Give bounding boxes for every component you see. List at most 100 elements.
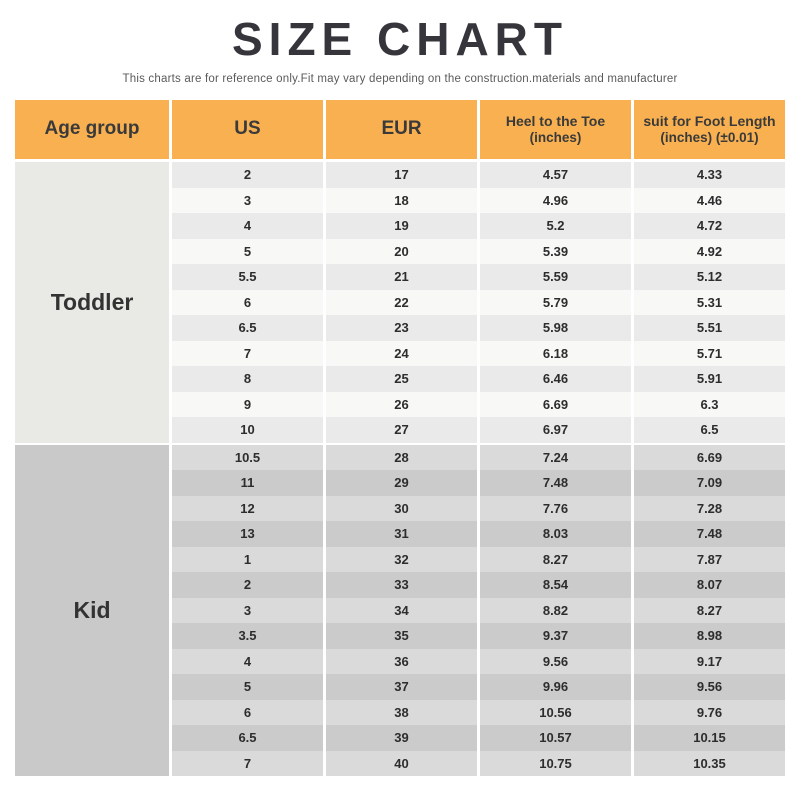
table-cell: 26 xyxy=(323,391,477,417)
table-cell: 34 xyxy=(323,597,477,623)
table-cell: 36 xyxy=(323,648,477,674)
table-cell: 3.5 xyxy=(169,623,323,649)
table-cell: 5.39 xyxy=(477,238,631,264)
table-cell: 23 xyxy=(323,315,477,341)
table-cell: 29 xyxy=(323,470,477,496)
column-header-us: US xyxy=(169,100,323,162)
table-cell: 6.5 xyxy=(169,315,323,341)
column-header-label: EUR xyxy=(381,118,422,140)
table-cell: 2 xyxy=(169,572,323,598)
table-cell: 9.76 xyxy=(631,699,785,725)
table-cell: 6 xyxy=(169,289,323,315)
age-group-cell: Toddler xyxy=(15,162,169,443)
table-cell: 19 xyxy=(323,213,477,239)
table-cell: 5.5 xyxy=(169,264,323,290)
table-cell: 38 xyxy=(323,699,477,725)
table-cell: 8.98 xyxy=(631,623,785,649)
table-cell: 10.75 xyxy=(477,750,631,776)
table-row: 6.5 39 10.57 10.15 xyxy=(15,725,785,751)
table-cell: 9 xyxy=(169,391,323,417)
table-cell: 6.69 xyxy=(477,391,631,417)
table-cell: 7.87 xyxy=(631,546,785,572)
column-header-label: Age group xyxy=(44,118,140,140)
table-cell: 8.07 xyxy=(631,572,785,598)
table-cell: 3 xyxy=(169,187,323,213)
table-cell: 7.48 xyxy=(631,521,785,547)
table-cell: 5.2 xyxy=(477,213,631,239)
table-cell: 7.76 xyxy=(477,495,631,521)
table-cell: 21 xyxy=(323,264,477,290)
table-row: 6 22 5.79 5.31 xyxy=(15,289,785,315)
table-cell: 10.35 xyxy=(631,750,785,776)
table-cell: 11 xyxy=(169,470,323,496)
column-header-eur: EUR xyxy=(323,100,477,162)
page-subtitle: This charts are for reference only.Fit m… xyxy=(122,73,678,85)
table-cell: 8.54 xyxy=(477,572,631,598)
table-cell: 4.33 xyxy=(631,162,785,188)
table-cell: 9.17 xyxy=(631,648,785,674)
table-cell: 4 xyxy=(169,648,323,674)
table-cell: 8.82 xyxy=(477,597,631,623)
table-cell: 27 xyxy=(323,417,477,443)
table-row: 3 18 4.96 4.46 xyxy=(15,187,785,213)
table-cell: 8.27 xyxy=(477,546,631,572)
table-row: 11 29 7.48 7.09 xyxy=(15,470,785,496)
table-row: 5 37 9.96 9.56 xyxy=(15,674,785,700)
table-header: Age group US EUR Heel to the Toe (inches) sui… xyxy=(15,100,785,162)
column-header-sublabel: (inches) (±0.01) xyxy=(660,129,759,145)
table-row: 6.5 23 5.98 5.51 xyxy=(15,315,785,341)
column-header-label: suit for Foot Length xyxy=(643,113,776,129)
column-header-label: Heel to the Toe xyxy=(505,113,606,129)
table-cell: 4 xyxy=(169,213,323,239)
table-row: 1 32 8.27 7.87 xyxy=(15,546,785,572)
table-cell: 37 xyxy=(323,674,477,700)
table-row: 7 24 6.18 5.71 xyxy=(15,340,785,366)
table-cell: 5.98 xyxy=(477,315,631,341)
table-row: 10 27 6.97 6.5 xyxy=(15,417,785,443)
table-row: 5.5 21 5.59 5.12 xyxy=(15,264,785,290)
page-title: SIZE CHART xyxy=(232,13,568,65)
table-row: 4 36 9.56 9.17 xyxy=(15,648,785,674)
table-cell: 3 xyxy=(169,597,323,623)
table-cell: 8 xyxy=(169,366,323,392)
table-row: 8 25 6.46 5.91 xyxy=(15,366,785,392)
table-cell: 7 xyxy=(169,750,323,776)
table-cell: 20 xyxy=(323,238,477,264)
table-cell: 4.57 xyxy=(477,162,631,188)
table-cell: 28 xyxy=(323,442,477,470)
table-body: Toddler 2 17 4.57 4.33 3 18 4.96 4.46 4 19 5.2 4.72 5… xyxy=(15,162,785,776)
table-cell: 7.24 xyxy=(477,442,631,470)
table-row: 4 19 5.2 4.72 xyxy=(15,213,785,239)
table-cell: 10 xyxy=(169,417,323,443)
table-cell: 6.69 xyxy=(631,442,785,470)
table-cell: 10.5 xyxy=(169,442,323,470)
table-cell: 4.46 xyxy=(631,187,785,213)
table-cell: 17 xyxy=(323,162,477,188)
table-cell: 6.46 xyxy=(477,366,631,392)
table-cell: 10.57 xyxy=(477,725,631,751)
table-cell: 5.12 xyxy=(631,264,785,290)
table-cell: 9.56 xyxy=(631,674,785,700)
table-cell: 31 xyxy=(323,521,477,547)
table-cell: 6.5 xyxy=(169,725,323,751)
table-cell: 6.5 xyxy=(631,417,785,443)
table-cell: 8.03 xyxy=(477,521,631,547)
age-group-cell: Kid xyxy=(15,442,169,776)
table-cell: 5.91 xyxy=(631,366,785,392)
header-row: Age group US EUR Heel to the Toe (inches) sui… xyxy=(15,100,785,162)
table-cell: 4.92 xyxy=(631,238,785,264)
table-cell: 5.31 xyxy=(631,289,785,315)
table-row: Toddler 2 17 4.57 4.33 xyxy=(15,162,785,443)
table-cell: 5.71 xyxy=(631,340,785,366)
table-cell: 5 xyxy=(169,238,323,264)
table-cell: 6.3 xyxy=(631,391,785,417)
table-row: 9 26 6.69 6.3 xyxy=(15,391,785,417)
column-header-age-group: Age group xyxy=(15,100,169,162)
column-header-foot-length: suit for Foot Length (inches) (±0.01) xyxy=(631,100,785,162)
table-row: 2 33 8.54 8.07 xyxy=(15,572,785,598)
table-cell: 10.15 xyxy=(631,725,785,751)
table-cell: 6.18 xyxy=(477,340,631,366)
table-cell: 18 xyxy=(323,187,477,213)
table-row: 13 31 8.03 7.48 xyxy=(15,521,785,547)
table-cell: 30 xyxy=(323,495,477,521)
